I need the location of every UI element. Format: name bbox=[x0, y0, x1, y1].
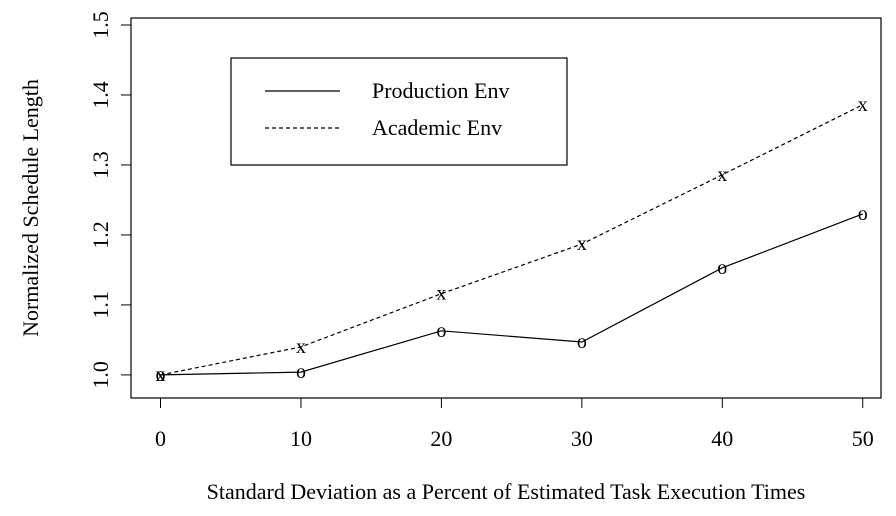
x-tick-label: 20 bbox=[430, 426, 452, 451]
series-line bbox=[160, 104, 864, 376]
legend-label: Academic Env bbox=[372, 115, 502, 140]
y-tick-label: 1.5 bbox=[88, 11, 113, 39]
point-marker: o bbox=[296, 361, 306, 383]
x-tick-label: 40 bbox=[711, 426, 733, 451]
y-tick-label: 1.1 bbox=[88, 291, 113, 319]
x-tick-label: 50 bbox=[852, 426, 874, 451]
series-line bbox=[160, 213, 863, 376]
y-tick-label: 1.0 bbox=[88, 361, 113, 389]
y-tick-label: 1.2 bbox=[88, 221, 113, 249]
point-marker: x bbox=[577, 233, 587, 255]
point-marker: x bbox=[717, 164, 727, 186]
point-marker: x bbox=[296, 336, 306, 358]
y-tick-label: 1.3 bbox=[88, 151, 113, 179]
point-marker: x bbox=[155, 364, 165, 386]
point-marker: o bbox=[577, 331, 587, 353]
point-marker: o bbox=[717, 257, 727, 279]
point-marker: o bbox=[436, 320, 446, 342]
point-marker: o bbox=[858, 203, 868, 225]
x-tick-label: 0 bbox=[155, 426, 166, 451]
y-tick-label: 1.4 bbox=[88, 81, 113, 109]
x-axis-label: Standard Deviation as a Percent of Estim… bbox=[207, 479, 806, 504]
point-marker: x bbox=[436, 283, 446, 305]
x-tick-label: 10 bbox=[290, 426, 312, 451]
x-tick-label: 30 bbox=[571, 426, 593, 451]
y-axis-label: Normalized Schedule Length bbox=[18, 79, 43, 337]
point-marker: x bbox=[858, 94, 868, 116]
legend-box bbox=[230, 57, 568, 166]
legend-label: Production Env bbox=[372, 78, 510, 103]
